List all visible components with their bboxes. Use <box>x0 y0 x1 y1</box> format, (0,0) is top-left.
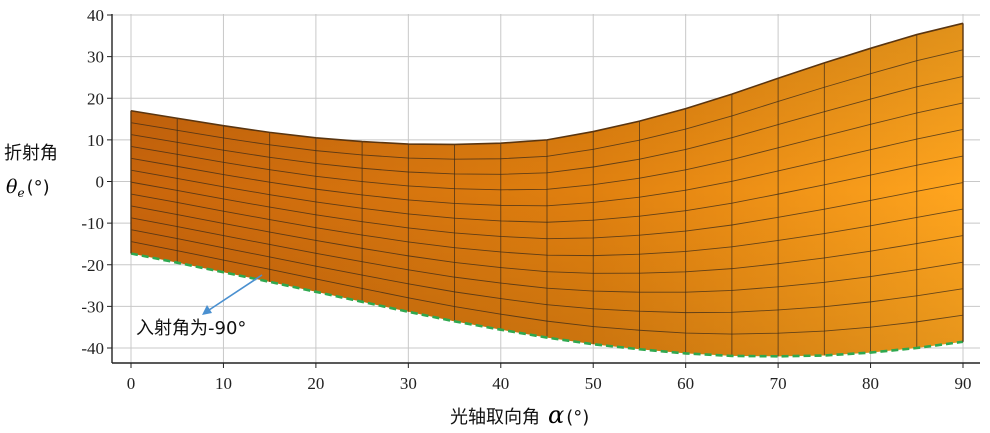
y-tick-label: 0 <box>96 173 105 192</box>
x-tick-label: 20 <box>307 374 324 393</box>
x-tick-labels: 0 10 20 30 40 50 60 70 80 90 <box>127 374 972 393</box>
axes <box>107 14 980 368</box>
y-axis-symbol: θe (°) <box>6 176 50 200</box>
x-tick-label: 0 <box>127 374 136 393</box>
y-tick-label: 10 <box>87 131 104 150</box>
y-tick-label: 40 <box>87 6 104 25</box>
x-tick-label: 30 <box>400 374 417 393</box>
annotation-label: 入射角为-90° <box>136 318 246 339</box>
x-tick-label: 10 <box>215 374 232 393</box>
y-tick-label: -30 <box>81 297 104 316</box>
x-tick-label: 90 <box>955 374 972 393</box>
x-axis-label: 光轴取向角 α (°) <box>450 401 589 429</box>
y-tick-label: -40 <box>81 339 104 358</box>
annotation-arrowhead <box>202 305 212 315</box>
upper-edge <box>130 22 964 146</box>
x-tick-label: 60 <box>677 374 694 393</box>
y-tick-label: -20 <box>81 256 104 275</box>
y-tick-labels: 40 30 20 10 0 -10 -20 -30 -40 <box>81 6 104 358</box>
x-tick-label: 80 <box>862 374 879 393</box>
y-axis-label: 折射角 <box>4 143 58 164</box>
surface-mesh <box>130 23 964 357</box>
x-tick-label: 50 <box>585 374 602 393</box>
lower-edge-dashed <box>130 252 964 358</box>
y-tick-label: 20 <box>87 89 104 108</box>
x-tick-label: 70 <box>770 374 787 393</box>
y-tick-label: 30 <box>87 48 104 67</box>
surface-edges <box>130 22 964 358</box>
annotation-arrow <box>205 274 263 313</box>
y-tick-label: -10 <box>81 214 104 233</box>
x-tick-label: 40 <box>492 374 509 393</box>
